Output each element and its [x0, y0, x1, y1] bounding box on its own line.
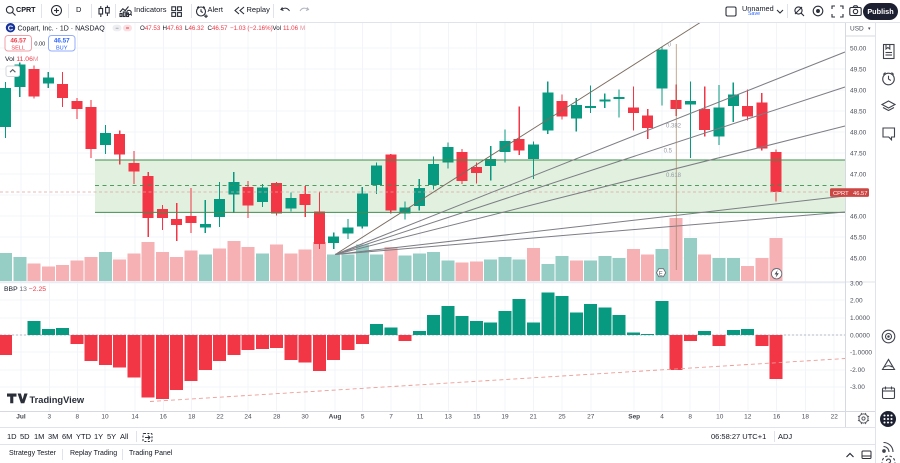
svg-text:−: −: [115, 26, 119, 32]
svg-text:10: 10: [716, 414, 724, 421]
svg-text:8: 8: [75, 414, 79, 421]
svg-text:45.50: 45.50: [850, 234, 867, 241]
svg-text:Copart, Inc. · 1D · NASDAQ: Copart, Inc. · 1D · NASDAQ: [18, 25, 106, 32]
svg-text:25: 25: [558, 414, 566, 421]
svg-text:10: 10: [101, 414, 109, 421]
svg-text:3: 3: [47, 414, 51, 421]
svg-text:-1.0000: -1.0000: [850, 350, 872, 357]
svg-text:L46.32: L46.32: [185, 25, 204, 32]
svg-text:48.00: 48.00: [850, 129, 867, 136]
svg-text:47.50: 47.50: [850, 150, 867, 157]
svg-text:46.57: 46.57: [853, 191, 868, 197]
svg-text:21: 21: [530, 414, 538, 421]
svg-text:46.57: 46.57: [54, 38, 70, 45]
svg-text:11: 11: [417, 414, 424, 421]
svg-text:Vol 11.06M: Vol 11.06M: [5, 56, 39, 63]
svg-text:E: E: [659, 271, 663, 277]
svg-text:11.06: 11.06: [283, 25, 299, 32]
svg-text:0.0000: 0.0000: [850, 332, 870, 339]
svg-text:=: =: [126, 26, 130, 32]
svg-text:BBP 13 −2.25: BBP 13 −2.25: [4, 286, 46, 293]
svg-text:TradingView: TradingView: [30, 395, 85, 405]
svg-text:0: 0: [668, 43, 672, 49]
svg-text:48.50: 48.50: [850, 108, 867, 115]
svg-text:C46.57: C46.57: [208, 25, 229, 32]
svg-text:CPRT: CPRT: [833, 191, 849, 197]
svg-text:22: 22: [831, 414, 839, 421]
svg-text:O47.53: O47.53: [140, 25, 161, 32]
svg-text:49.50: 49.50: [850, 66, 867, 73]
svg-text:0.382: 0.382: [666, 124, 682, 130]
svg-text:22: 22: [216, 414, 224, 421]
svg-text:BUY: BUY: [56, 45, 68, 51]
svg-text:Sep: Sep: [628, 414, 640, 421]
svg-text:▾: ▾: [868, 26, 871, 32]
svg-text:SELL: SELL: [11, 45, 25, 51]
svg-text:-3.00: -3.00: [850, 384, 865, 391]
svg-text:18: 18: [188, 414, 196, 421]
svg-text:30: 30: [301, 414, 309, 421]
svg-text:C: C: [8, 23, 14, 32]
svg-text:16: 16: [773, 414, 781, 421]
svg-text:Vol: Vol: [273, 25, 282, 32]
svg-text:46.57: 46.57: [10, 38, 26, 45]
svg-text:7: 7: [389, 414, 393, 421]
svg-text:12: 12: [744, 414, 752, 421]
svg-text:−1.03 (−2.16%): −1.03 (−2.16%): [230, 25, 273, 32]
svg-text:46.00: 46.00: [850, 213, 867, 220]
svg-text:15: 15: [473, 414, 481, 421]
svg-text:Aug: Aug: [329, 414, 342, 421]
svg-text:3.00: 3.00: [850, 280, 863, 287]
svg-text:5: 5: [361, 414, 365, 421]
svg-text:M: M: [300, 25, 305, 32]
svg-text:H47.63: H47.63: [163, 25, 184, 32]
svg-text:24: 24: [244, 414, 252, 421]
svg-text:Jul: Jul: [16, 414, 26, 421]
svg-text:50.00: 50.00: [850, 45, 867, 52]
svg-text:0.00: 0.00: [34, 42, 45, 48]
svg-text:-2.00: -2.00: [850, 367, 865, 374]
svg-text:45.00: 45.00: [850, 255, 867, 262]
svg-text:13: 13: [445, 414, 453, 421]
svg-text:2.00: 2.00: [850, 298, 863, 305]
svg-text:27: 27: [587, 414, 595, 421]
svg-text:4: 4: [660, 414, 664, 421]
svg-text:16: 16: [160, 414, 168, 421]
svg-text:USD: USD: [850, 26, 864, 33]
svg-text:1.0000: 1.0000: [850, 315, 870, 322]
svg-text:18: 18: [802, 414, 810, 421]
svg-text:14: 14: [131, 414, 139, 421]
svg-text:19: 19: [501, 414, 509, 421]
svg-text:8: 8: [688, 414, 692, 421]
svg-text:49.00: 49.00: [850, 87, 867, 94]
svg-text:0.618: 0.618: [666, 173, 682, 179]
svg-text:47.00: 47.00: [850, 171, 867, 178]
svg-text:28: 28: [273, 414, 281, 421]
svg-text:0.5: 0.5: [664, 148, 673, 154]
